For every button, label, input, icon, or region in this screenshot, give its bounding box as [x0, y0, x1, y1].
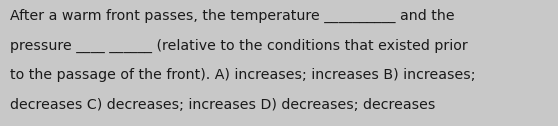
Text: After a warm front passes, the temperature __________ and the: After a warm front passes, the temperatu…: [10, 9, 455, 23]
Text: to the passage of the front). A) increases; increases B) increases;: to the passage of the front). A) increas…: [10, 68, 475, 82]
Text: decreases C) decreases; increases D) decreases; decreases: decreases C) decreases; increases D) dec…: [10, 98, 435, 112]
Text: pressure ____ ______ (relative to the conditions that existed prior: pressure ____ ______ (relative to the co…: [10, 38, 468, 53]
